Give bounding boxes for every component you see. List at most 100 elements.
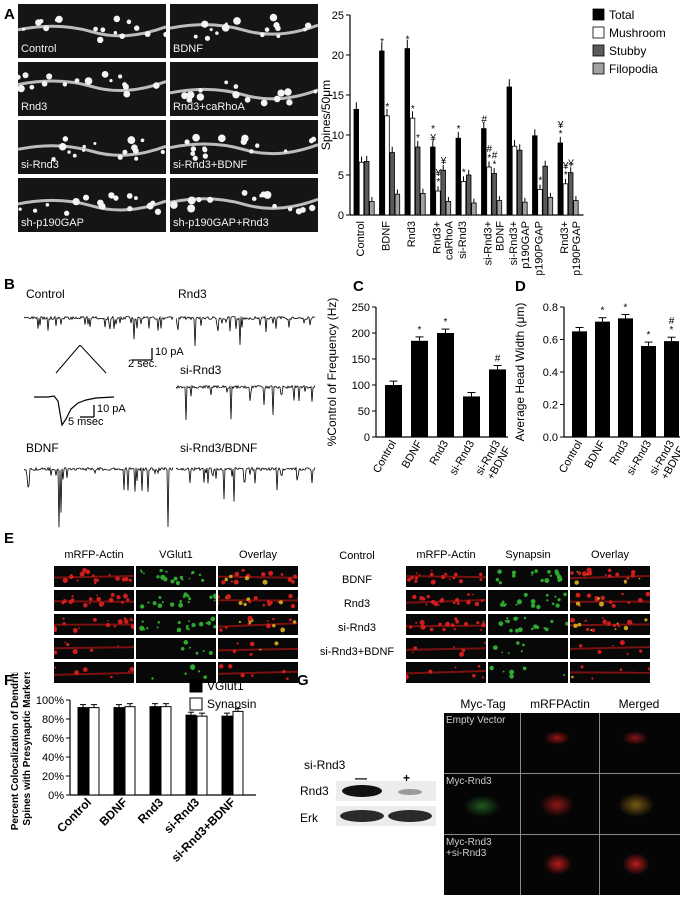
strip-puncta [453,572,458,577]
strip-puncta [617,624,620,628]
strip-puncta [188,597,192,601]
strip-puncta [110,592,115,597]
strip-puncta [549,574,553,577]
micrograph-control: Control [18,4,166,58]
strip-puncta [213,625,216,629]
spine [122,82,127,87]
strip-puncta [105,622,111,628]
strip-puncta [218,595,220,599]
strip-dendrite [406,598,486,604]
strip-puncta [96,579,100,582]
strip-puncta [93,578,98,583]
e-strip-r2-c2 [136,590,216,611]
strip-puncta [450,623,455,627]
spine [101,71,109,78]
strip-puncta [645,591,650,597]
y-tick-label: 0 [338,210,344,222]
strip-art [570,640,650,656]
micrograph-si-rnd3: si-Rnd3 [18,120,166,174]
x-tick-label-line: BDNF [583,438,609,470]
y-axis-label-line: Percent Colocalization of Dendritic [10,672,21,830]
g-header-mrfp: mRFPActin [530,697,590,711]
strip-dendrite [406,670,486,675]
spine [72,153,77,158]
spine [196,93,205,101]
strip-puncta [291,580,295,584]
strip-puncta [631,569,636,575]
strip-puncta [534,569,538,573]
strip-puncta [516,599,523,605]
y-tick-label: 0.8 [543,302,558,314]
strip-art [218,615,298,633]
spine [260,99,268,107]
spine [74,78,80,83]
y-tick-label: 0.6 [543,335,558,347]
strip-puncta [644,618,648,622]
blot-label-rnd3: Rnd3 [300,784,329,798]
spine [45,203,50,207]
bar-mushroom [486,166,492,216]
spine [144,31,151,37]
spine [186,91,195,99]
significance-marker: * [493,159,497,170]
micrograph-label: sh-p190GAP [21,217,84,229]
strip-puncta [244,576,250,581]
y-axis-label-line: Spines with Presynaptic Markers [22,672,33,826]
strip-puncta [429,572,434,577]
strip-puncta [156,575,160,579]
strip-puncta [128,578,132,582]
bar-mushroom [511,145,518,216]
trace-line [24,315,174,340]
strip-puncta [126,598,130,602]
strip-puncta [140,604,145,609]
strip-puncta [466,599,471,605]
strip-puncta [557,598,561,602]
strip-puncta [195,651,199,655]
significance-marker: * [559,129,563,140]
strip-puncta [287,577,293,582]
strip-puncta [180,646,185,651]
strip-puncta [183,592,188,597]
significance-marker: * [418,325,422,336]
strip-puncta [576,570,579,573]
spine [64,210,70,216]
legend-label-mushroom: Mushroom [609,26,666,40]
e-row-label-si-rnd3-bdnf: si-Rnd3+BDNF [319,646,395,658]
strip-puncta [531,574,533,576]
strip-puncta [170,579,175,584]
strip-puncta [72,648,78,655]
x-tick-label: si-Rnd3+BDNF [474,438,508,483]
strip-puncta [280,573,284,576]
bar-filopodia [445,200,452,216]
y-tick-label: 150 [352,354,370,366]
strip-puncta [277,601,279,603]
strip-puncta [504,603,507,606]
e-strip-r1-c4 [406,566,486,587]
band-erk-si [388,810,432,822]
strip-puncta [130,617,132,619]
strip-puncta [563,592,567,597]
strip-puncta [429,627,434,632]
strip-puncta [188,577,191,580]
strip-puncta [139,569,142,572]
x-tick-label: Rnd3+caRhoA [432,220,456,260]
trace-label-control: Control [26,287,65,301]
spine [190,146,197,152]
strip-puncta [188,620,191,623]
x-tick-label: si-Rnd3+BDNF [169,795,239,865]
strip-puncta [413,646,418,651]
strip-art [139,568,205,586]
x-tick-label: Rnd3 [135,795,166,826]
significance-marker: # [492,150,498,161]
strip-puncta [544,578,550,583]
strip-puncta [509,674,514,679]
bar-total [404,48,410,216]
strip-puncta [262,579,268,585]
strip-art [406,569,486,585]
strip-puncta [229,574,233,579]
strip-puncta [202,650,205,653]
strip-puncta [585,627,590,632]
strip-art [139,616,216,633]
strip-puncta [419,620,425,626]
spine [109,79,113,83]
